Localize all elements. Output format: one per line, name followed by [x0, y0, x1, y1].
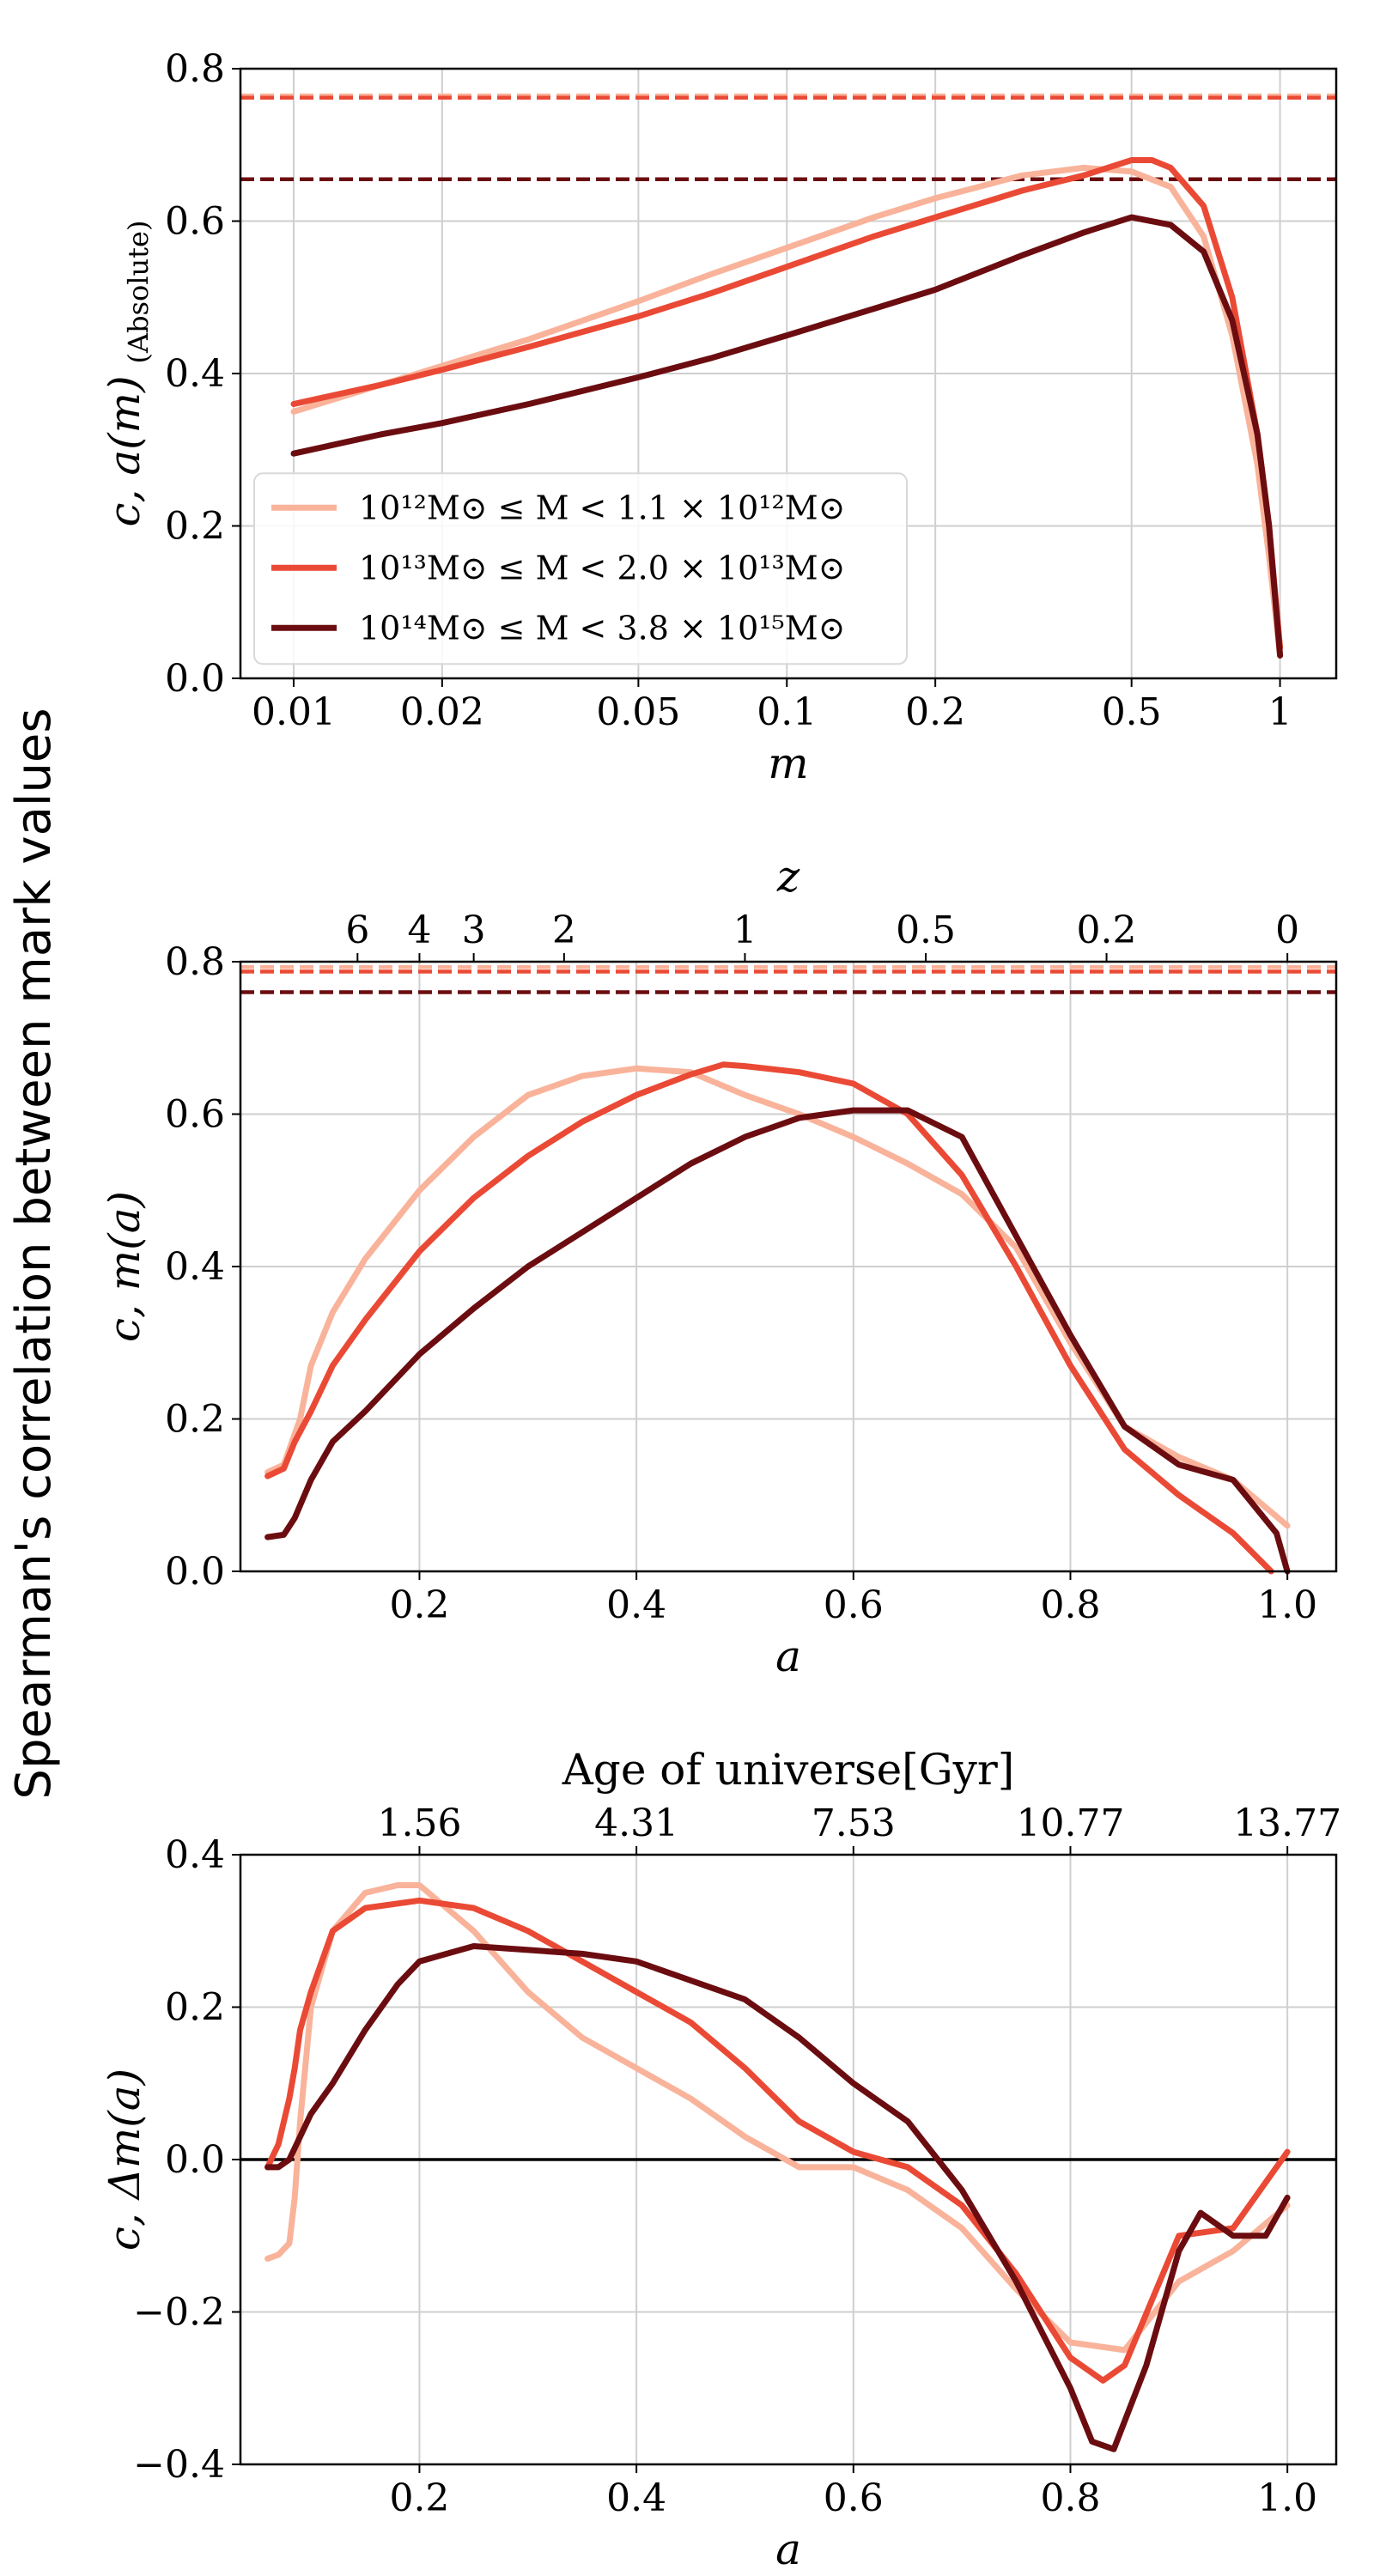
y-axis-label-main: c, m(a) [100, 1191, 149, 1342]
top-tick-label: 0.5 [896, 908, 956, 952]
series-line-3 [290, 214, 1284, 659]
x-tick-label: 0.1 [757, 690, 817, 734]
series-line-1 [264, 1882, 1291, 2354]
x-tick-label: 1 [1268, 690, 1292, 734]
series-line-3 [264, 1107, 1291, 1575]
top-tick-label: 13.77 [1233, 1801, 1341, 1845]
panel-top: 0.01 0.02 0.05 0.1 0.2 0.5 1 0.0 0.2 0.4 0.6 0.8 m c,… [100, 47, 1338, 788]
y-tick-label: 0.4 [165, 1245, 225, 1289]
series-line-1 [290, 164, 1284, 659]
top-tick-label: 4.31 [594, 1801, 678, 1845]
y-tick-label: 0.4 [165, 1833, 225, 1877]
y-tick-label: −0.4 [133, 2443, 225, 2487]
y-tick-label: 0.6 [165, 1093, 225, 1137]
legend-label-3: 10¹⁴M⊙ ≤ M < 3.8 × 10¹⁵M⊙ [359, 609, 845, 647]
x-tick-label: 0.4 [606, 1583, 666, 1627]
top-tick-label: 1 [733, 908, 757, 952]
top-tick-label: 4 [407, 908, 431, 952]
series-line-2 [290, 157, 1284, 651]
y-tick-label: 0.4 [165, 352, 225, 396]
series-line-2 [264, 1061, 1274, 1575]
y-tick-label: 0.2 [165, 1398, 225, 1442]
x-tick-label: 1.0 [1257, 2476, 1317, 2520]
top-tick-label: 3 [462, 908, 486, 952]
panel-bottom: 0.2 0.4 0.6 0.8 1.0 −0.4 −0.2 0.0 0.2 0.4 1.56 4.31… [100, 1745, 1341, 2574]
x-tick-label: 0.8 [1040, 2476, 1100, 2520]
y-axis-label: c, m(a) [100, 1191, 149, 1342]
top-tick-label: 1.56 [377, 1801, 461, 1845]
x-tick-label: 0.2 [905, 690, 965, 734]
top-tick-label: 6 [345, 908, 369, 952]
y-tick-label: 0.2 [165, 1986, 225, 2030]
top-tick-label: 7.53 [812, 1801, 896, 1845]
panel-middle: 0.2 0.4 0.6 0.8 1.0 0.0 0.2 0.4 0.6 0.8 6 4 3 2 1 0.5 0.… [100, 852, 1338, 1681]
y-tick-label: −0.2 [133, 2291, 225, 2335]
x-axis-label: a [775, 1631, 801, 1681]
y-axis-label-main: c, a(m) [100, 375, 149, 526]
x-tick-label: 0.4 [606, 2476, 666, 2520]
x-tick-label: 1.0 [1257, 1583, 1317, 1627]
y-axis-label: c, Δm(a) [100, 2069, 149, 2251]
y-tick-label: 0.6 [165, 200, 225, 244]
top-tick-label: 10.77 [1016, 1801, 1124, 1845]
series-line-2 [264, 1897, 1291, 2384]
x-tick-label: 0.6 [824, 1583, 884, 1627]
x-tick-label: 0.2 [389, 1583, 449, 1627]
y-tick-label: 0.2 [165, 505, 225, 549]
y-tick-label: 0.8 [165, 940, 225, 984]
y-tick-label: 0.0 [165, 2138, 225, 2182]
x-tick-label: 0.02 [400, 690, 484, 734]
y-axis-label-subscript: (Absolute) [122, 221, 155, 364]
y-axis-label-main: c, Δm(a) [100, 2069, 149, 2251]
top-tick-label: 2 [552, 908, 576, 952]
y-tick-label: 0.8 [165, 47, 225, 91]
x-tick-label: 0.6 [824, 2476, 884, 2520]
series-line-3 [264, 1943, 1291, 2452]
y-tick-label: 0.0 [165, 657, 225, 701]
legend-box [253, 472, 908, 665]
legend-label-1: 10¹²M⊙ ≤ M < 1.1 × 10¹²M⊙ [359, 489, 845, 526]
x-axis-label: a [775, 2524, 801, 2574]
legend-label-2: 10¹³M⊙ ≤ M < 2.0 × 10¹³M⊙ [359, 549, 845, 586]
top-tick-label: 0 [1275, 908, 1299, 952]
y-tick-label: 0.0 [165, 1550, 225, 1594]
y-axis-label: c, a(m) (Absolute) [100, 221, 155, 527]
top-axis-label: Age of universe[Gyr] [562, 1745, 1015, 1795]
x-tick-label: 0.8 [1040, 1583, 1100, 1627]
x-tick-label: 0.2 [389, 2476, 449, 2520]
top-axis-label: z [776, 852, 800, 902]
x-axis-label: m [768, 738, 808, 788]
x-tick-label: 0.01 [252, 690, 336, 734]
top-tick-label: 0.2 [1077, 908, 1137, 952]
y-super-label: Spearman's correlation between mark valu… [6, 708, 62, 1799]
x-tick-label: 0.05 [596, 690, 680, 734]
x-tick-label: 0.5 [1102, 690, 1162, 734]
